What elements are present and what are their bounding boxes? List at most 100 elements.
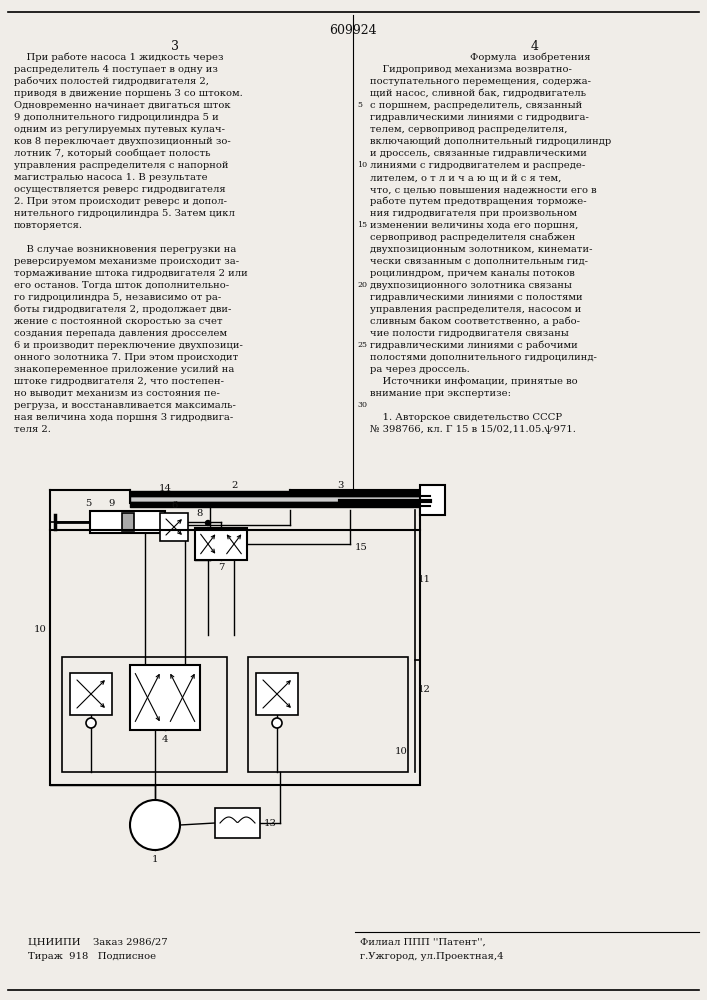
- Text: № 398766, кл. Г 15 в 15/02,11.05.ѱ971.: № 398766, кл. Г 15 в 15/02,11.05.ѱ971.: [370, 425, 576, 434]
- Text: гидравлическими линиями с рабочими: гидравлическими линиями с рабочими: [370, 341, 578, 351]
- Text: изменении величины хода его поршня,: изменении величины хода его поршня,: [370, 221, 578, 230]
- Text: его останов. Тогда шток дополнительно-: его останов. Тогда шток дополнительно-: [14, 281, 229, 290]
- Text: 20: 20: [357, 281, 367, 289]
- Text: внимание при экспертизе:: внимание при экспертизе:: [370, 389, 511, 398]
- Text: щий насос, сливной бак, гидродвигатель: щий насос, сливной бак, гидродвигатель: [370, 89, 586, 99]
- Text: жение с постоянной скоростью за счет: жение с постоянной скоростью за счет: [14, 317, 223, 326]
- Text: чески связанным с дополнительным гид-: чески связанным с дополнительным гид-: [370, 257, 588, 266]
- Text: с поршнем, распределитель, связанный: с поршнем, распределитель, связанный: [370, 101, 583, 110]
- Text: 14: 14: [158, 484, 172, 493]
- Text: чие полости гидродвигателя связаны: чие полости гидродвигателя связаны: [370, 329, 568, 338]
- Text: осуществляется реверс гидродвигателя: осуществляется реверс гидродвигателя: [14, 185, 226, 194]
- Text: 2: 2: [232, 481, 238, 490]
- Text: 12: 12: [418, 686, 431, 694]
- Text: 6 и производит переключение двухпозици-: 6 и производит переключение двухпозици-: [14, 341, 243, 350]
- Text: лотник 7, который сообщает полость: лотник 7, который сообщает полость: [14, 149, 211, 158]
- Text: Источники инфомации, принятые во: Источники инфомации, принятые во: [370, 377, 578, 386]
- Text: одним из регулируемых путевых кулач-: одним из регулируемых путевых кулач-: [14, 125, 225, 134]
- Bar: [130, 496, 420, 502]
- Text: 4: 4: [162, 735, 168, 744]
- Text: но выводит механизм из состояния пе-: но выводит механизм из состояния пе-: [14, 389, 220, 398]
- Circle shape: [130, 800, 180, 850]
- Text: знакопеременное приложение усилий на: знакопеременное приложение усилий на: [14, 365, 235, 374]
- Text: ная величина хода поршня 3 гидродвига-: ная величина хода поршня 3 гидродвига-: [14, 413, 233, 422]
- Text: сервопривод распределителя снабжен: сервопривод распределителя снабжен: [370, 233, 575, 242]
- Text: Филиал ППП ''Патент'',: Филиал ППП ''Патент'',: [360, 938, 486, 947]
- Text: и дроссель, связанные гидравлическими: и дроссель, связанные гидравлическими: [370, 149, 587, 158]
- Text: реверсируемом механизме происходит за-: реверсируемом механизме происходит за-: [14, 257, 239, 266]
- Text: управления распределителя с напорной: управления распределителя с напорной: [14, 161, 228, 170]
- Text: 9 дополнительного гидроцилиндра 5 и: 9 дополнительного гидроцилиндра 5 и: [14, 113, 218, 122]
- Text: 10: 10: [34, 626, 47, 635]
- Text: При работе насоса 1 жидкость через: При работе насоса 1 жидкость через: [14, 53, 223, 62]
- Text: ЦНИИПИ    Заказ 2986/27: ЦНИИПИ Заказ 2986/27: [28, 938, 168, 947]
- Text: двухпозиционным золотником, кинемати-: двухпозиционным золотником, кинемати-: [370, 245, 592, 254]
- Bar: [130, 665, 200, 730]
- Text: роцилиндром, причем каналы потоков: роцилиндром, причем каналы потоков: [370, 269, 575, 278]
- Text: 10: 10: [357, 161, 367, 169]
- Text: 10: 10: [395, 748, 408, 756]
- Bar: [90, 511, 165, 533]
- Text: Формула  изобретения: Формула изобретения: [469, 53, 590, 62]
- Text: го гидроцилиндра 5, независимо от ра-: го гидроцилиндра 5, независимо от ра-: [14, 293, 221, 302]
- Text: работе путем предотвращения торможе-: работе путем предотвращения торможе-: [370, 197, 587, 207]
- Text: телем, сервопривод распределителя,: телем, сервопривод распределителя,: [370, 125, 568, 134]
- Text: 11: 11: [418, 576, 431, 584]
- Text: 5: 5: [357, 101, 362, 109]
- Text: гидравлическими линиями с полостями: гидравлическими линиями с полостями: [370, 293, 583, 302]
- Text: 1. Авторское свидетельство СССР: 1. Авторское свидетельство СССР: [370, 413, 562, 422]
- Text: линиями с гидродвигателем и распреде-: линиями с гидродвигателем и распреде-: [370, 161, 585, 170]
- Text: 609924: 609924: [329, 24, 377, 37]
- Text: 13: 13: [264, 818, 277, 828]
- Bar: [248, 657, 408, 772]
- Text: 3: 3: [171, 40, 179, 53]
- Circle shape: [272, 718, 282, 728]
- Text: приводя в движение поршень 3 со штоком.: приводя в движение поршень 3 со штоком.: [14, 89, 243, 98]
- Text: сливным баком соответственно, а рабо-: сливным баком соответственно, а рабо-: [370, 317, 580, 326]
- Circle shape: [86, 718, 96, 728]
- Text: штоке гидродвигателя 2, что постепен-: штоке гидродвигателя 2, что постепен-: [14, 377, 224, 386]
- Bar: [122, 513, 134, 531]
- Text: 8: 8: [197, 509, 203, 518]
- Text: 15: 15: [355, 542, 368, 552]
- Text: теля 2.: теля 2.: [14, 425, 51, 434]
- Bar: [256, 673, 298, 715]
- Polygon shape: [145, 815, 167, 833]
- Text: боты гидродвигателя 2, продолжает дви-: боты гидродвигателя 2, продолжает дви-: [14, 305, 231, 314]
- Text: онного золотника 7. При этом происходит: онного золотника 7. При этом происходит: [14, 353, 238, 362]
- Text: 6: 6: [171, 501, 177, 510]
- Text: 9: 9: [109, 499, 115, 508]
- Text: 1: 1: [152, 855, 158, 864]
- Text: 4: 4: [531, 40, 539, 53]
- Bar: [420, 485, 445, 515]
- Bar: [195, 528, 247, 560]
- Bar: [70, 673, 112, 715]
- Text: В случае возникновения перегрузки на: В случае возникновения перегрузки на: [14, 245, 236, 254]
- Text: двухпозиционного золотника связаны: двухпозиционного золотника связаны: [370, 281, 572, 290]
- Text: рабочих полостей гидродвигателя 2,: рабочих полостей гидродвигателя 2,: [14, 77, 209, 87]
- Text: 30: 30: [357, 401, 367, 409]
- Text: 15: 15: [357, 221, 367, 229]
- Text: ния гидродвигателя при произвольном: ния гидродвигателя при произвольном: [370, 209, 577, 218]
- Text: Одновременно начинает двигаться шток: Одновременно начинает двигаться шток: [14, 101, 230, 110]
- Text: магистралью насоса 1. В результате: магистралью насоса 1. В результате: [14, 173, 208, 182]
- Text: тормаживание штока гидродвигателя 2 или: тормаживание штока гидродвигателя 2 или: [14, 269, 247, 278]
- Text: г.Ужгород, ул.Проектная,4: г.Ужгород, ул.Проектная,4: [360, 952, 503, 961]
- Text: распределитель 4 поступает в одну из: распределитель 4 поступает в одну из: [14, 65, 218, 74]
- Bar: [215, 808, 260, 838]
- Text: ра через дроссель.: ра через дроссель.: [370, 365, 469, 374]
- Text: 5: 5: [85, 499, 91, 508]
- Text: гидравлическими линиями с гидродвига-: гидравлическими линиями с гидродвига-: [370, 113, 589, 122]
- Text: что, с целью повышения надежности его в: что, с целью повышения надежности его в: [370, 185, 597, 194]
- Text: управления распределителя, насосом и: управления распределителя, насосом и: [370, 305, 581, 314]
- Text: ков 8 переключает двухпозиционный зо-: ков 8 переключает двухпозиционный зо-: [14, 137, 230, 146]
- Text: полостями дополнительного гидроцилинд-: полостями дополнительного гидроцилинд-: [370, 353, 597, 362]
- Text: 2. При этом происходит реверс и допол-: 2. При этом происходит реверс и допол-: [14, 197, 227, 206]
- Text: 25: 25: [357, 341, 367, 349]
- Text: 3: 3: [337, 481, 343, 490]
- Text: нительного гидроцилиндра 5. Затем цикл: нительного гидроцилиндра 5. Затем цикл: [14, 209, 235, 218]
- Text: создания перепада давления дросселем: создания перепада давления дросселем: [14, 329, 227, 338]
- Circle shape: [206, 520, 211, 526]
- Text: повторяется.: повторяется.: [14, 221, 83, 230]
- Bar: [50, 530, 420, 785]
